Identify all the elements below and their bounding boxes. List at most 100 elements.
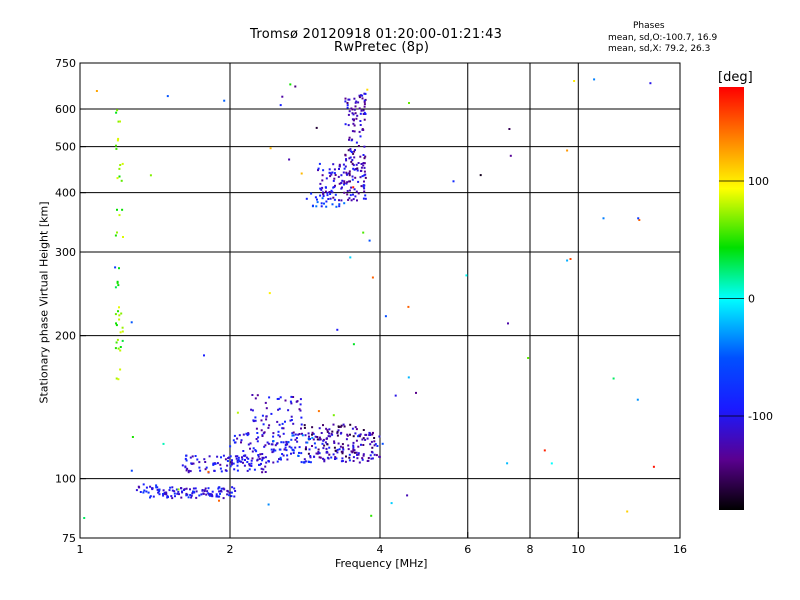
echo-point	[366, 437, 369, 440]
echo-point	[196, 458, 199, 461]
echo-point	[215, 493, 218, 496]
echo-point	[300, 423, 303, 426]
echo-point	[363, 170, 366, 173]
echo-point	[371, 457, 374, 460]
echo-point	[352, 164, 355, 167]
echo-point	[352, 119, 355, 122]
echo-point	[233, 441, 236, 444]
echo-point	[359, 135, 362, 138]
echo-point	[354, 168, 357, 171]
echo-point	[345, 438, 348, 441]
echo-point	[322, 457, 324, 460]
echo-point	[169, 486, 172, 489]
echo-point	[346, 193, 349, 196]
echo-point	[319, 438, 322, 441]
echo-point	[278, 407, 281, 410]
echo-point	[299, 403, 302, 406]
echo-point	[151, 488, 154, 491]
echo-point	[331, 430, 334, 433]
echo-point	[350, 450, 353, 453]
echo-point	[303, 424, 306, 427]
echo-point	[332, 179, 335, 182]
echo-point	[352, 186, 355, 189]
echo-point	[351, 130, 354, 133]
echo-point	[142, 491, 145, 494]
echo-point	[318, 438, 321, 441]
echo-point	[359, 170, 362, 172]
colorbar-tick-label: 100	[748, 175, 769, 188]
echo-point	[286, 454, 289, 457]
echo-point	[357, 445, 360, 448]
echo-point	[351, 112, 354, 115]
echo-point	[352, 444, 355, 447]
echo-point	[183, 488, 186, 491]
echo-point	[162, 489, 165, 492]
echo-point	[198, 466, 201, 469]
echo-point	[340, 431, 343, 434]
echo-point	[229, 465, 232, 468]
echo-point	[649, 82, 652, 85]
echo-point	[333, 177, 336, 180]
echo-point	[334, 449, 337, 452]
echo-point	[250, 465, 253, 467]
echo-point	[290, 438, 293, 441]
echo-point	[220, 487, 223, 490]
echo-point	[255, 438, 258, 440]
echo-point	[333, 198, 336, 201]
echo-point	[316, 436, 319, 438]
echo-point	[323, 202, 325, 205]
echo-point	[185, 494, 188, 497]
echo-point	[291, 434, 294, 437]
echo-point	[407, 305, 410, 308]
echo-point	[319, 194, 322, 197]
echo-point	[344, 123, 347, 126]
echo-point	[116, 109, 119, 112]
echo-point	[362, 437, 365, 440]
echo-point	[336, 451, 339, 454]
echo-point	[166, 95, 169, 98]
echo-point	[279, 448, 282, 451]
echo-point	[328, 428, 331, 431]
echo-point	[324, 190, 327, 193]
echo-point	[204, 468, 207, 471]
echo-point	[256, 394, 259, 397]
echo-point	[117, 120, 120, 123]
echo-point	[205, 466, 208, 469]
echo-point	[192, 487, 195, 490]
echo-point	[252, 419, 255, 422]
echo-point	[543, 449, 546, 452]
echo-point	[185, 469, 188, 472]
echo-point	[354, 112, 357, 115]
echo-point	[348, 138, 350, 141]
echo-point	[229, 445, 232, 448]
echo-point	[242, 454, 245, 457]
echo-point	[117, 347, 120, 350]
echo-point	[115, 324, 118, 327]
echo-point	[363, 157, 366, 160]
echo-point	[186, 467, 189, 470]
echo-point	[189, 470, 192, 473]
echo-point	[237, 458, 240, 461]
echo-point	[272, 440, 275, 442]
echo-point	[353, 449, 356, 452]
echo-point	[346, 433, 349, 436]
echo-point	[166, 495, 169, 498]
echo-point	[350, 160, 353, 163]
echo-point	[279, 456, 282, 459]
echo-point	[322, 424, 324, 427]
echo-point	[290, 446, 293, 449]
echo-point	[236, 411, 239, 414]
echo-point	[355, 428, 358, 431]
echo-point	[236, 469, 239, 472]
echo-point	[320, 202, 323, 205]
echo-point	[263, 445, 266, 448]
echo-point	[332, 414, 335, 417]
echo-point	[193, 491, 196, 494]
echo-point	[185, 492, 188, 495]
echo-point	[360, 94, 362, 97]
echo-point	[550, 462, 553, 465]
echo-point	[152, 495, 155, 498]
echo-point	[360, 163, 363, 165]
echo-point	[371, 433, 374, 436]
echo-point	[254, 397, 257, 400]
